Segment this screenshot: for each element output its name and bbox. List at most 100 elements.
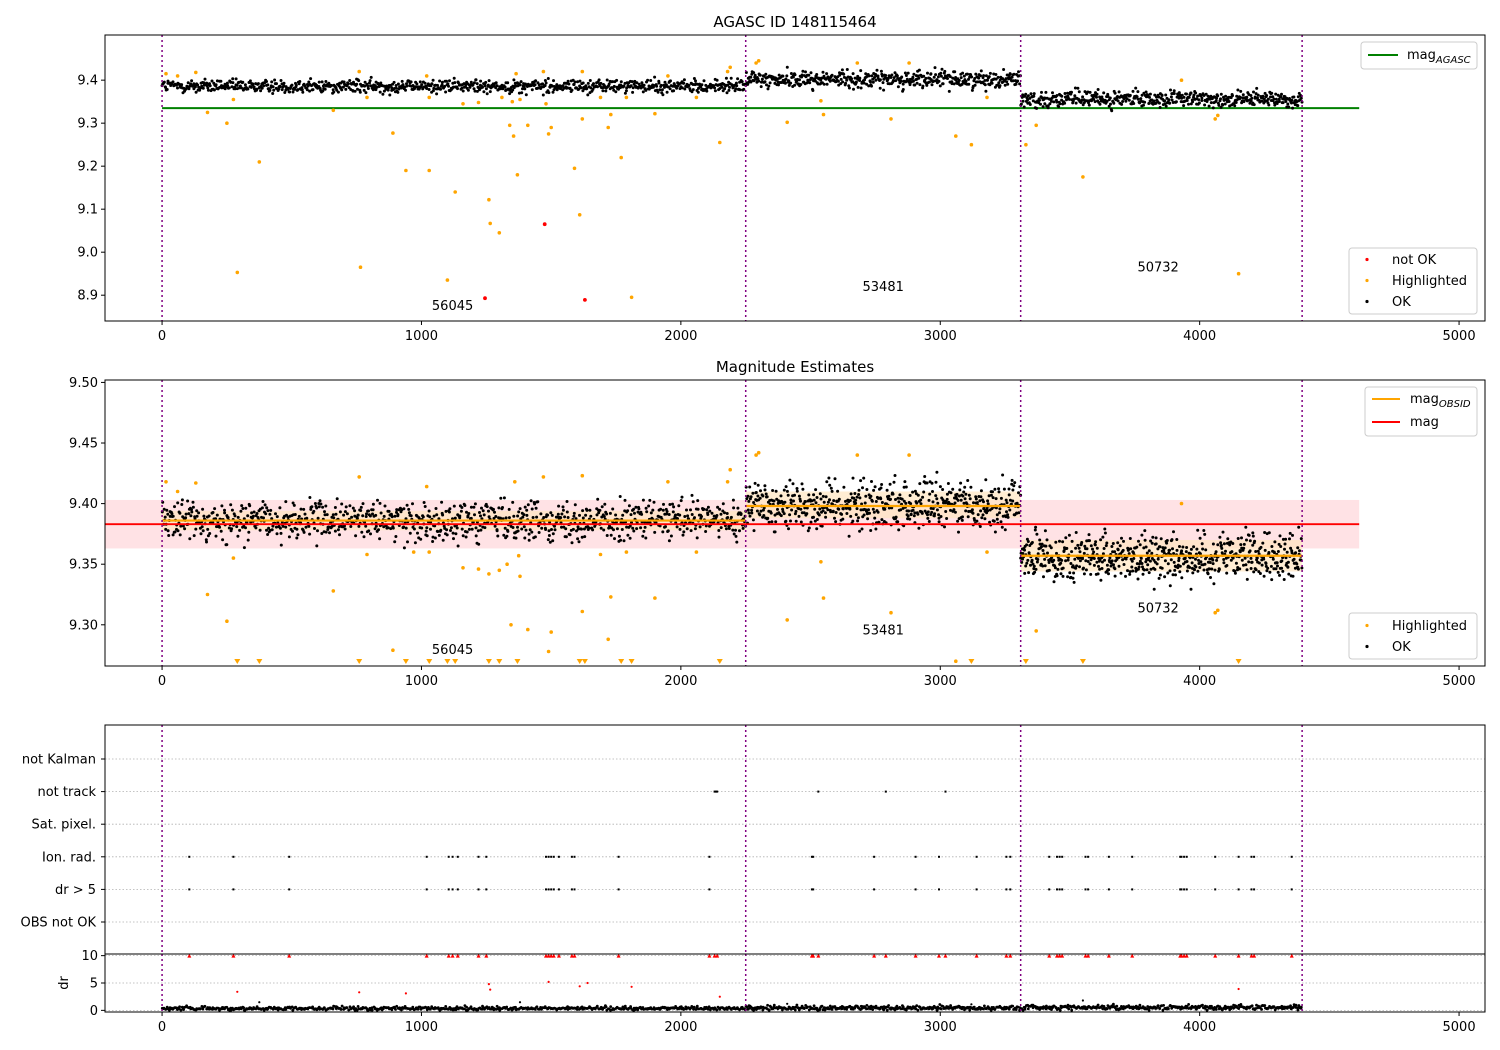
ok-point (180, 83, 184, 87)
ok-point (1200, 542, 1204, 546)
dr-point (394, 1008, 397, 1011)
ok-point (1045, 538, 1049, 542)
ok-point (1021, 99, 1025, 103)
ok-point (725, 512, 729, 515)
ok-point (869, 494, 873, 498)
ok-point (899, 79, 903, 83)
ok-point (710, 511, 714, 515)
ok-point (888, 482, 892, 486)
ok-point (248, 504, 252, 508)
highlighted-point (580, 69, 585, 74)
highlighted-point (546, 132, 551, 136)
ok-point (871, 80, 875, 84)
ok-point (335, 497, 339, 501)
ok-point (640, 512, 644, 516)
ok-point (793, 83, 797, 87)
highlighted-point (577, 213, 582, 217)
ok-point (379, 81, 383, 85)
ok-point (405, 503, 409, 507)
flag-point (1180, 888, 1183, 891)
ok-point (689, 529, 693, 533)
ok-point (935, 497, 939, 501)
ok-point (1222, 561, 1226, 565)
ok-point (240, 86, 243, 90)
ok-point (691, 88, 695, 92)
ok-point (860, 502, 864, 506)
ok-point (1092, 563, 1096, 567)
ok-point (214, 534, 218, 538)
ok-point (917, 526, 921, 530)
ok-point (334, 512, 338, 516)
ok-point (187, 87, 191, 91)
ok-point (300, 88, 304, 92)
ok-point (553, 528, 557, 532)
highlighted-point (725, 69, 730, 74)
ok-point (1005, 80, 1009, 84)
ok-point (481, 509, 485, 513)
ok-point (915, 81, 919, 85)
dr-point (370, 1008, 374, 1012)
ok-point (862, 81, 866, 85)
ok-point (890, 73, 894, 77)
ok-point (911, 79, 915, 83)
ok-point (759, 489, 762, 493)
ok-point (736, 77, 740, 81)
ok-point (615, 78, 619, 82)
ok-point (472, 505, 476, 509)
ok-point (487, 515, 491, 519)
flag-point (1250, 855, 1253, 858)
ok-point (921, 495, 925, 499)
ok-point (909, 512, 913, 516)
highlighted-point (518, 97, 522, 102)
ok-point (494, 515, 498, 518)
dr-point (390, 1008, 394, 1012)
ok-point (982, 74, 986, 78)
ok-point (645, 510, 649, 514)
ok-point (1248, 549, 1252, 553)
ok-point (1227, 100, 1231, 103)
ok-point (1107, 568, 1111, 572)
flag-category-label: not Kalman (22, 753, 96, 768)
ok-point (1125, 97, 1129, 101)
ok-point (588, 508, 592, 512)
ok-point (994, 497, 998, 501)
ok-point (396, 513, 400, 516)
ok-point (660, 88, 664, 92)
ok-point (473, 513, 476, 517)
ok-point (1175, 538, 1179, 541)
ok-point (872, 488, 876, 492)
ok-point (1198, 566, 1202, 569)
ok-point (1104, 544, 1108, 548)
ok-point (787, 79, 791, 83)
ok-point (1120, 102, 1124, 106)
ok-point (828, 79, 832, 83)
ok-point (1217, 568, 1221, 571)
ok-point (533, 83, 537, 87)
ok-point (874, 500, 878, 503)
ok-point (762, 506, 766, 510)
ok-point (255, 512, 259, 515)
ok-point (633, 511, 636, 515)
ok-point (1153, 93, 1157, 97)
ok-point (1010, 75, 1014, 79)
ok-point (277, 87, 281, 91)
ok-point (751, 491, 755, 495)
ok-point (921, 84, 925, 88)
ok-point (1043, 564, 1047, 568)
ok-point (892, 76, 896, 80)
ok-point (789, 501, 793, 505)
ok-point (1276, 570, 1280, 574)
ok-point (963, 485, 967, 489)
flag-point (817, 790, 820, 793)
ok-point (1138, 562, 1141, 566)
ok-point (926, 516, 930, 520)
ok-point (1004, 498, 1008, 502)
ok-point (284, 500, 288, 504)
ok-point (614, 90, 618, 94)
ok-point (977, 76, 981, 80)
highlighted-point (1034, 123, 1038, 128)
ok-point (924, 76, 928, 80)
ok-point (611, 80, 615, 84)
ok-point (336, 90, 340, 94)
ok-point (319, 502, 323, 506)
